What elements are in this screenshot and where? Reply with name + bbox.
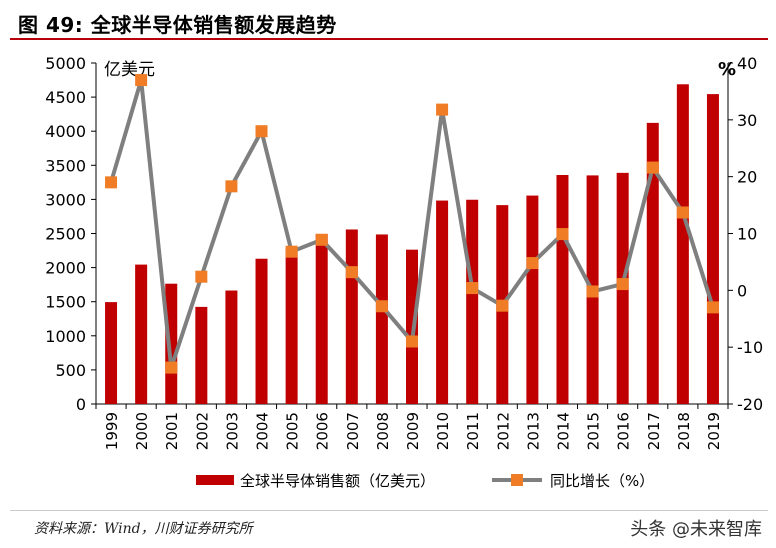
growth-point (135, 74, 148, 87)
right-tick-label: -10 (737, 338, 763, 357)
x-tick-label: 2012 (494, 412, 512, 450)
left-tick-label: 1500 (45, 293, 86, 312)
growth-point (556, 228, 569, 241)
x-tick-label: 2002 (193, 412, 211, 450)
left-axis-unit: 亿美元 (104, 60, 155, 80)
right-tick-label: -20 (737, 395, 763, 414)
x-tick-label: 2003 (223, 412, 241, 450)
growth-point (285, 245, 298, 258)
growth-point (375, 300, 388, 313)
left-tick-label: 1000 (45, 327, 86, 346)
figure-title-bar: 图 49: 全球半导体销售额发展趋势 (10, 6, 768, 40)
x-tick-label: 2004 (254, 412, 272, 450)
bar (556, 174, 569, 404)
left-tick-label: 3000 (45, 190, 86, 209)
x-tick-label: 2001 (163, 412, 181, 450)
x-tick-label: 2016 (615, 412, 633, 450)
growth-point (496, 299, 509, 312)
bar (526, 195, 539, 404)
right-tick-label: 10 (737, 225, 757, 244)
x-tick-label: 2018 (675, 412, 693, 450)
bar (195, 306, 208, 404)
source-note: 资料来源：Wind，川财证券研究所 (34, 521, 253, 537)
right-tick-label: 30 (737, 111, 757, 130)
growth-point (616, 278, 629, 291)
bar (345, 229, 358, 404)
growth-point (195, 270, 208, 283)
bar (105, 302, 118, 404)
growth-point (406, 335, 418, 348)
right-tick-label: 20 (737, 168, 757, 187)
growth-point (466, 282, 479, 295)
bar (466, 199, 479, 404)
right-tick-label: 40 (737, 54, 757, 73)
right-tick-label: 0 (737, 281, 747, 300)
x-tick-label: 2008 (374, 412, 392, 450)
bar (165, 283, 178, 404)
left-tick-label: 2500 (45, 225, 86, 244)
x-tick-label: 2011 (464, 412, 482, 450)
growth-point (436, 103, 449, 116)
x-tick-label: 2010 (434, 412, 452, 450)
left-tick-label: 4000 (45, 122, 86, 141)
growth-point (676, 206, 689, 219)
left-tick-label: 2000 (45, 259, 86, 278)
growth-point (646, 161, 659, 174)
x-tick-label: 2006 (314, 412, 332, 450)
bar (646, 122, 659, 404)
legend-label-bars: 全球半导体销售额（亿美元） (240, 472, 435, 490)
watermark: 头条 @未来智库 (630, 519, 762, 540)
x-tick-label: 2005 (284, 412, 302, 450)
bar (676, 84, 689, 405)
left-tick-label: 5000 (45, 54, 86, 73)
x-tick-label: 2009 (404, 412, 422, 450)
bar (255, 258, 268, 404)
right-axis-unit: % (718, 59, 736, 80)
x-tick-label: 2013 (524, 412, 542, 450)
bar (375, 234, 388, 404)
x-tick-label: 1999 (103, 412, 121, 450)
left-tick-label: 0 (76, 395, 86, 414)
bar (706, 94, 719, 405)
left-tick-label: 3500 (45, 156, 86, 175)
growth-point (255, 125, 268, 138)
growth-point (586, 285, 599, 298)
growth-point (345, 266, 358, 279)
left-tick-label: 500 (55, 361, 86, 380)
growth-point (526, 257, 539, 270)
legend-label-line: 同比增长（%） (550, 472, 654, 490)
x-tick-label: 2000 (133, 412, 151, 450)
growth-point (105, 176, 118, 189)
growth-point (225, 180, 238, 193)
x-tick-label: 2015 (585, 412, 603, 450)
x-tick-label: 2007 (344, 412, 362, 450)
bar (225, 290, 238, 404)
left-tick-label: 4500 (45, 88, 86, 107)
bar (315, 234, 328, 404)
x-tick-label: 2019 (705, 412, 723, 450)
legend-swatch-marker (511, 474, 523, 486)
bar (285, 248, 298, 404)
legend-swatch-bars (196, 475, 234, 485)
growth-point (706, 301, 719, 314)
figure-title: 图 49: 全球半导体销售额发展趋势 (18, 13, 337, 37)
bar (135, 264, 148, 404)
growth-point (315, 233, 328, 246)
x-tick-label: 2017 (645, 412, 663, 450)
footer: 资料来源：Wind，川财证券研究所 头条 @未来智库 (10, 510, 768, 545)
bar (436, 200, 449, 404)
x-tick-label: 2014 (554, 412, 572, 450)
growth-point (165, 361, 178, 374)
